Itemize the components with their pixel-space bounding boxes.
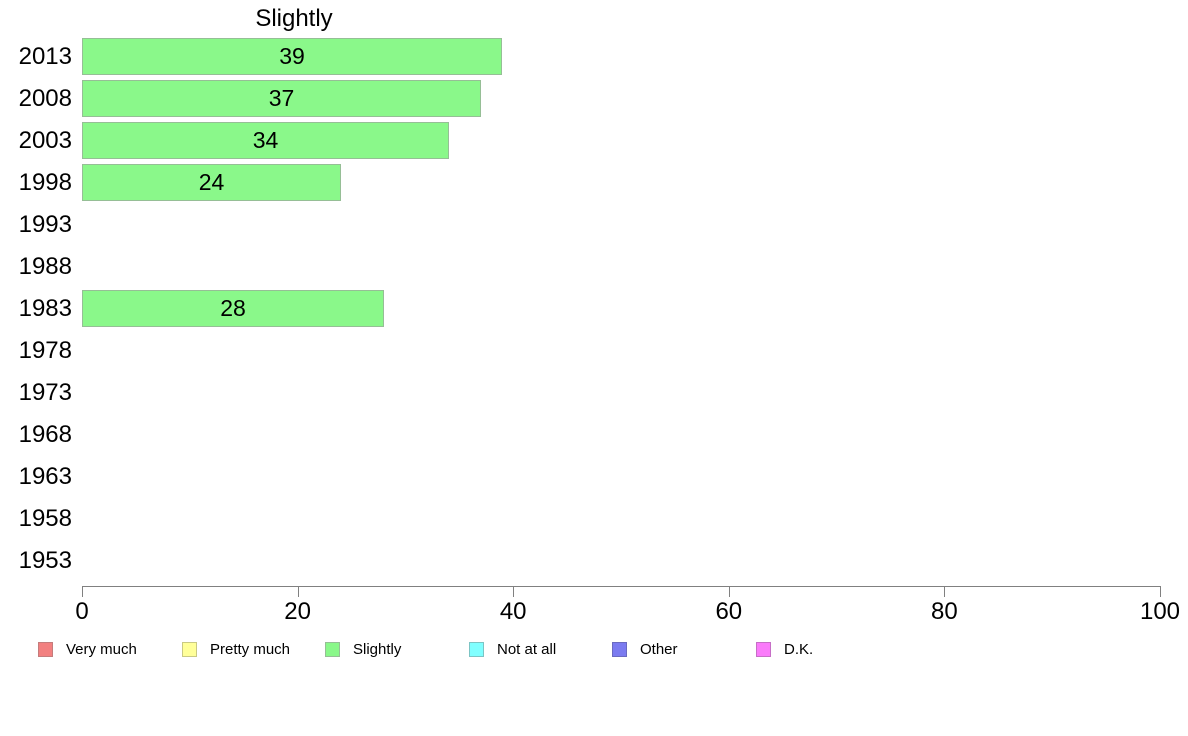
y-axis-label: 1968 [18,421,72,448]
x-axis-tick-label: 20 [284,598,311,625]
y-axis-label: 2008 [18,85,72,112]
x-axis-line [82,586,1160,587]
legend-label: Very much [66,641,137,658]
x-axis-tick-label: 60 [715,598,743,625]
bar: 28 [82,290,384,327]
y-axis-label: 1993 [18,211,72,238]
bar: 37 [82,80,481,117]
y-axis-label: 2003 [18,127,72,154]
y-axis-label: 1953 [18,547,72,574]
bar: 39 [82,38,502,75]
x-axis-tick-mark [944,586,946,597]
x-axis-tick-label: 80 [931,598,958,625]
x-axis-tick-mark [728,586,730,597]
y-axis-label: 1963 [18,463,72,490]
y-axis-label: 1998 [18,169,72,196]
y-axis-label: 1958 [18,505,72,532]
x-axis-tick-mark [1160,586,1161,597]
legend-label: Not at all [497,641,557,658]
x-axis-tick-label: 0 [75,598,89,625]
x-axis-tick-label: 40 [499,598,527,625]
y-axis-label: 1973 [18,379,72,406]
legend-swatch [469,642,484,657]
bar-value-label: 39 [279,43,305,69]
x-axis-tick-mark [82,586,83,597]
legend-label: Slightly [353,641,402,658]
legend-swatch [182,642,197,657]
bar-value-label: 28 [220,295,246,321]
y-axis-label: 1988 [18,253,72,280]
legend-label: Pretty much [210,641,291,658]
x-axis-tick-label: 100 [1139,598,1181,625]
y-axis-label: 2013 [18,43,72,70]
y-axis-label: 1978 [18,337,72,364]
legend-swatch [325,642,340,657]
y-axis-label: 1983 [18,295,72,322]
bar: 24 [82,164,341,201]
x-axis-tick-mark [513,586,515,597]
x-axis-tick-mark [297,586,299,597]
bar-value-label: 37 [268,85,295,111]
legend-label: D.K. [784,641,814,658]
bar-value-label: 24 [198,169,225,195]
legend-swatch [756,642,771,657]
legend-swatch [38,642,53,657]
chart-title: Slightly [255,5,333,32]
legend-label: Other [640,641,678,658]
bar: 34 [82,122,449,159]
legend-swatch [612,642,627,657]
bar-value-label: 34 [252,127,279,153]
